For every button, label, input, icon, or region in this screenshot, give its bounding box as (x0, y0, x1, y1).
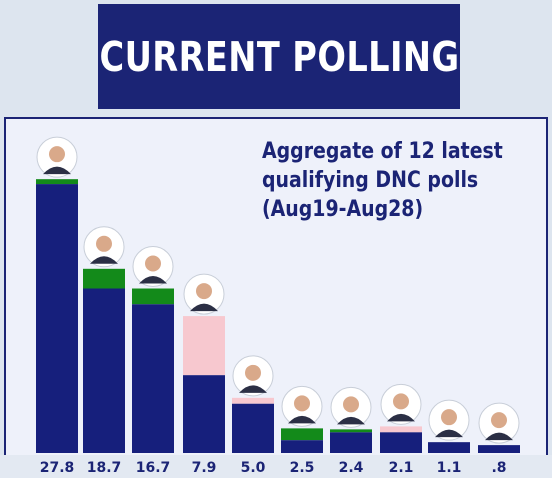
candidate-photo-1 (36, 136, 78, 178)
change-mark-2 (83, 268, 125, 289)
value-label-9: 1.1 (437, 460, 462, 476)
change-mark-5 (232, 397, 274, 404)
change-mark-1 (36, 179, 78, 185)
subtitle-line-1: Aggregate of 12 latest (262, 139, 503, 164)
value-label-6: 2.5 (290, 460, 315, 476)
change-mark-8 (380, 426, 422, 433)
subtitle-line-2: qualifying DNC polls (262, 168, 479, 193)
chart-subtitle: Aggregate of 12 latest qualifying DNC po… (262, 137, 503, 224)
title-banner: CURRENT POLLING (98, 4, 460, 109)
candidate-photo-9 (428, 399, 470, 441)
value-label-3: 16.7 (136, 460, 171, 476)
value-label-1: 27.8 (40, 460, 75, 476)
candidate-photo-7 (330, 386, 372, 428)
change-mark-6 (281, 428, 323, 441)
value-label-10: .8 (491, 460, 506, 476)
bar-4 (183, 375, 225, 453)
value-label-5: 5.0 (241, 460, 266, 476)
candidate-photo-4 (183, 273, 225, 315)
page-title: CURRENT POLLING (99, 32, 459, 81)
bar-8 (380, 432, 422, 453)
candidate-photo-5 (232, 355, 274, 397)
value-label-strip (0, 455, 552, 478)
value-label-4: 7.9 (192, 460, 217, 476)
bar-2 (83, 288, 125, 453)
change-mark-7 (330, 429, 372, 433)
change-mark-4 (183, 316, 225, 376)
value-label-8: 2.1 (389, 460, 414, 476)
bar-3 (132, 304, 174, 453)
bar-9 (428, 442, 470, 453)
bar-1 (36, 184, 78, 453)
candidate-photo-2 (83, 226, 125, 268)
candidate-photo-6 (281, 385, 323, 427)
bar-10 (478, 445, 520, 453)
value-label-2: 18.7 (87, 460, 122, 476)
bar-7 (330, 432, 372, 453)
candidate-photo-8 (380, 383, 422, 425)
bar-6 (281, 440, 323, 453)
candidate-photo-10 (478, 402, 520, 444)
candidate-photo-3 (132, 246, 174, 288)
change-mark-3 (132, 288, 174, 305)
bar-5 (232, 403, 274, 453)
subtitle-line-3: (Aug19-Aug28) (262, 197, 424, 222)
value-label-7: 2.4 (339, 460, 364, 476)
